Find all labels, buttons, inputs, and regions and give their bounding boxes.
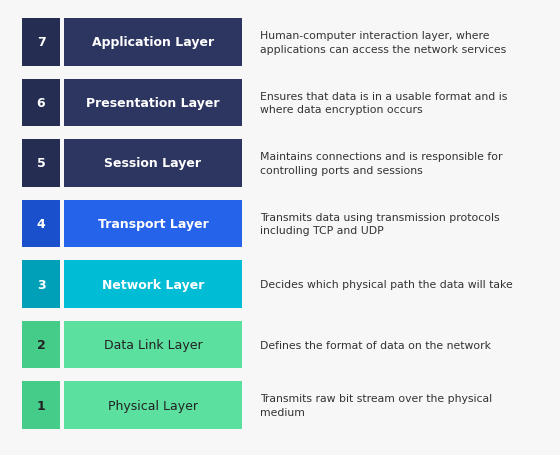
- FancyBboxPatch shape: [22, 79, 60, 127]
- FancyBboxPatch shape: [22, 200, 60, 248]
- FancyBboxPatch shape: [22, 382, 60, 429]
- Text: Defines the format of data on the network: Defines the format of data on the networ…: [260, 340, 491, 350]
- Text: Transport Layer: Transport Layer: [97, 217, 208, 231]
- Text: Human-computer interaction layer, where
applications can access the network serv: Human-computer interaction layer, where …: [260, 31, 506, 55]
- FancyBboxPatch shape: [22, 19, 60, 66]
- FancyBboxPatch shape: [64, 261, 242, 308]
- Text: 1: 1: [36, 399, 45, 412]
- FancyBboxPatch shape: [64, 79, 242, 127]
- FancyBboxPatch shape: [64, 382, 242, 429]
- FancyBboxPatch shape: [64, 19, 242, 66]
- FancyBboxPatch shape: [22, 321, 60, 369]
- Text: Physical Layer: Physical Layer: [108, 399, 198, 412]
- Text: 5: 5: [36, 157, 45, 170]
- Text: Application Layer: Application Layer: [92, 36, 214, 49]
- Text: Data Link Layer: Data Link Layer: [104, 339, 202, 351]
- Text: Ensures that data is in a usable format and is
where data encryption occurs: Ensures that data is in a usable format …: [260, 91, 507, 115]
- FancyBboxPatch shape: [64, 200, 242, 248]
- Text: 4: 4: [36, 217, 45, 231]
- FancyBboxPatch shape: [64, 321, 242, 369]
- Text: 6: 6: [37, 96, 45, 110]
- Text: Presentation Layer: Presentation Layer: [86, 96, 220, 110]
- FancyBboxPatch shape: [64, 140, 242, 187]
- Text: Session Layer: Session Layer: [105, 157, 202, 170]
- Text: 2: 2: [36, 339, 45, 351]
- Text: Transmits raw bit stream over the physical
medium: Transmits raw bit stream over the physic…: [260, 394, 492, 417]
- FancyBboxPatch shape: [22, 261, 60, 308]
- Text: Network Layer: Network Layer: [102, 278, 204, 291]
- Text: 3: 3: [37, 278, 45, 291]
- Text: 7: 7: [36, 36, 45, 49]
- Text: Maintains connections and is responsible for
controlling ports and sessions: Maintains connections and is responsible…: [260, 152, 502, 175]
- Text: Decides which physical path the data will take: Decides which physical path the data wil…: [260, 279, 513, 289]
- FancyBboxPatch shape: [22, 140, 60, 187]
- Text: Transmits data using transmission protocols
including TCP and UDP: Transmits data using transmission protoc…: [260, 212, 500, 236]
